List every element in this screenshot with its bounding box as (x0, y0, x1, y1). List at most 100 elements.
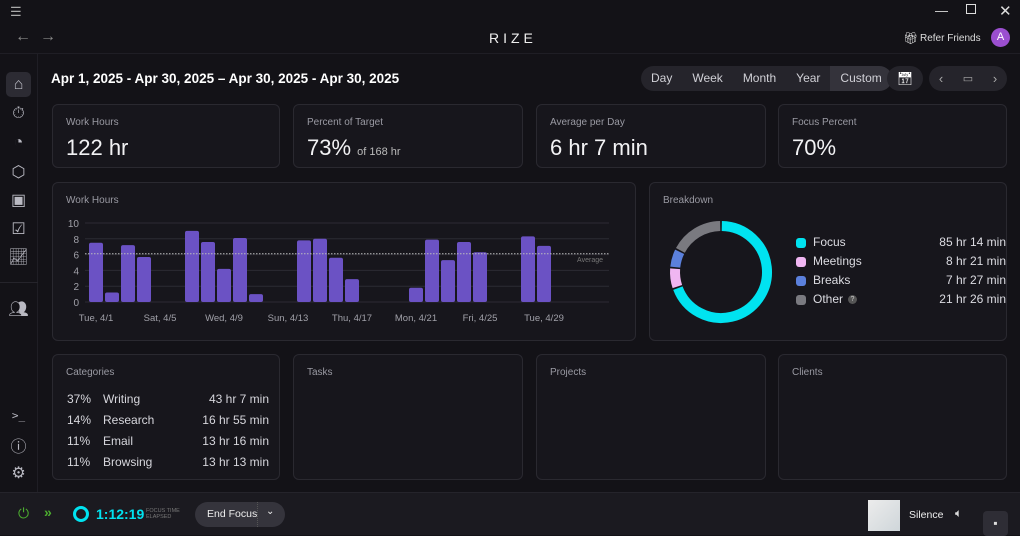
stat-card: Work Hours 122 hr (52, 104, 280, 168)
minimize-icon[interactable]: — (935, 3, 948, 18)
stat-value: 122 hr (66, 135, 128, 161)
maximize-icon[interactable] (966, 4, 976, 14)
period-tab-month[interactable]: Month (742, 71, 777, 85)
donut-slice-focus (673, 221, 772, 323)
legend-time: 8 hr 21 min (945, 254, 1006, 268)
stat-card: Average per Day 6 hr 7 min (536, 104, 766, 168)
next-icon[interactable]: › (992, 71, 998, 86)
chevron-down-icon[interactable]: ⌄ (266, 506, 275, 517)
menu-icon[interactable]: ☰ (10, 4, 22, 19)
forward-icon[interactable]: → (40, 28, 56, 45)
stat-card: Focus Percent 70% (778, 104, 1007, 168)
x-tick-label: Sat, 4/5 (144, 313, 177, 324)
stat-value: 6 hr 7 min (550, 135, 648, 161)
help-icon[interactable]: ? (848, 295, 857, 304)
sidebar-item-reports[interactable]: ◔ (6, 130, 31, 155)
legend-name: Breaks (813, 273, 851, 287)
bar-4/1 (89, 242, 103, 302)
y-tick-label: 0 (73, 298, 79, 309)
close-icon[interactable]: ✕ (999, 3, 1012, 20)
stat-number: 70% (792, 135, 837, 160)
page-title: Apr 1, 2025 - Apr 30, 2025 – Apr 30, 202… (51, 71, 400, 86)
legend-item-other: Other? 21 hr 26 min (796, 292, 1006, 310)
volume-icon[interactable]: 🔈︎ (955, 506, 963, 520)
bar-4/21 (409, 287, 423, 302)
breakdown-donut (670, 221, 772, 323)
stat-label: Percent of Target (307, 117, 383, 128)
skip-icon[interactable]: » (44, 504, 52, 520)
app-logo: RIZE (489, 30, 537, 46)
sidebar-item-clients[interactable]: ▣ (6, 187, 31, 212)
period-tab-week[interactable]: Week (692, 71, 723, 85)
users-icon: 👥︎ (8, 300, 29, 318)
bar-4/29 (537, 245, 551, 302)
sidebar-item-home[interactable]: ⌂ (6, 72, 31, 97)
calendar-picker-icon[interactable]: ▭ (962, 73, 974, 85)
sidebar-item-projects[interactable]: ⬡ (6, 159, 31, 184)
bar-4/23 (441, 260, 455, 302)
period-tab-year[interactable]: Year (796, 71, 821, 85)
category-time: 13 hr 13 min (202, 455, 269, 469)
clients-title: Clients (792, 367, 823, 378)
donut-slice-breaks (670, 249, 685, 268)
terminal-icon: >_ (11, 409, 26, 422)
stat-number: 6 hr 7 min (550, 135, 648, 160)
calendar-today-button[interactable]: 📅︎ (887, 66, 923, 91)
stat-label: Average per Day (550, 117, 625, 128)
period-selector: Day Week Month Year Custom (641, 66, 892, 91)
prev-icon[interactable]: ‹ (938, 71, 944, 86)
bar-4/24 (457, 241, 471, 302)
cube-icon: ⬡ (11, 163, 26, 181)
bar-4/8 (201, 241, 215, 302)
sidebar-item-settings[interactable]: ⚙ (6, 460, 31, 485)
contact-icon: ▣ (10, 191, 27, 209)
gear-icon: ⚙ (11, 464, 26, 482)
bar-4/11 (249, 294, 263, 302)
refer-friends-link[interactable]: Refer Friends (920, 33, 981, 44)
legend-swatch (796, 257, 806, 267)
end-focus-group: End Focus ⌄ (195, 502, 285, 527)
x-tick-label: Sun, 4/13 (268, 313, 309, 324)
sidebar-item-timer[interactable]: ⏱︎ (6, 101, 31, 126)
end-focus-button[interactable]: End Focus (207, 508, 258, 520)
home-icon: ⌂ (13, 75, 24, 93)
power-icon[interactable]: ⏻ (18, 505, 30, 521)
chat-button[interactable]: ▪ (983, 511, 1008, 536)
bar-4/9 (217, 268, 231, 302)
help-icon: ⓘ (10, 438, 27, 456)
period-tab-day[interactable]: Day (651, 71, 673, 85)
sidebar-item-console[interactable]: >_ (6, 403, 31, 428)
bar-4/10 (233, 238, 247, 302)
stat-value: 73% of 168 hr (307, 135, 401, 161)
breakdown-card: Breakdown Focus 85 hr 14 min Meetings 8 hr … (649, 182, 1007, 341)
stat-label: Work Hours (66, 117, 119, 128)
gift-icon: 🎁︎ (903, 31, 919, 45)
category-name: Browsing (103, 455, 153, 469)
y-tick-label: 8 (73, 235, 79, 246)
period-tab-custom[interactable]: Custom (830, 66, 892, 91)
categories-title: Categories (66, 367, 115, 378)
category-time: 43 hr 7 min (208, 392, 269, 406)
categories-card: Categories 37% Writing 43 hr 7 min 14% Resea… (52, 354, 280, 480)
timer-value: 1:12:19 (96, 506, 145, 522)
sidebar-item-tasks[interactable]: ☑ (6, 216, 31, 241)
pie-icon: ◔ (13, 133, 24, 151)
date-navigator: ‹ ▭ › (929, 66, 1007, 91)
legend-swatch (796, 295, 806, 305)
category-name: Email (103, 434, 134, 448)
sound-name[interactable]: Silence (909, 509, 944, 521)
sidebar-item-trends[interactable]: 📈︎ (6, 244, 31, 269)
sidebar-item-help[interactable]: ⓘ (6, 432, 31, 457)
y-tick-label: 6 (73, 251, 79, 262)
legend-time: 85 hr 14 min (939, 235, 1006, 249)
avatar[interactable]: A (991, 28, 1010, 47)
stopwatch-icon: ⏱︎ (12, 104, 25, 122)
y-tick-label: 10 (68, 219, 80, 230)
bar-4/7 (185, 230, 199, 302)
sidebar-item-team[interactable]: 👥︎ (6, 296, 31, 321)
back-icon[interactable]: ← (15, 28, 31, 45)
bar-4/25 (473, 252, 487, 302)
bar-chart: 0 2 4 6 8 10 Average Tue, 4/1 Sat, 4/5 Wed, 4/9 Su… (68, 219, 609, 324)
bar-4/22 (425, 239, 439, 302)
work-hours-chart: Work Hours 0 2 4 6 8 10 Average Tue, 4/1 Sat, 4/… (52, 182, 636, 341)
